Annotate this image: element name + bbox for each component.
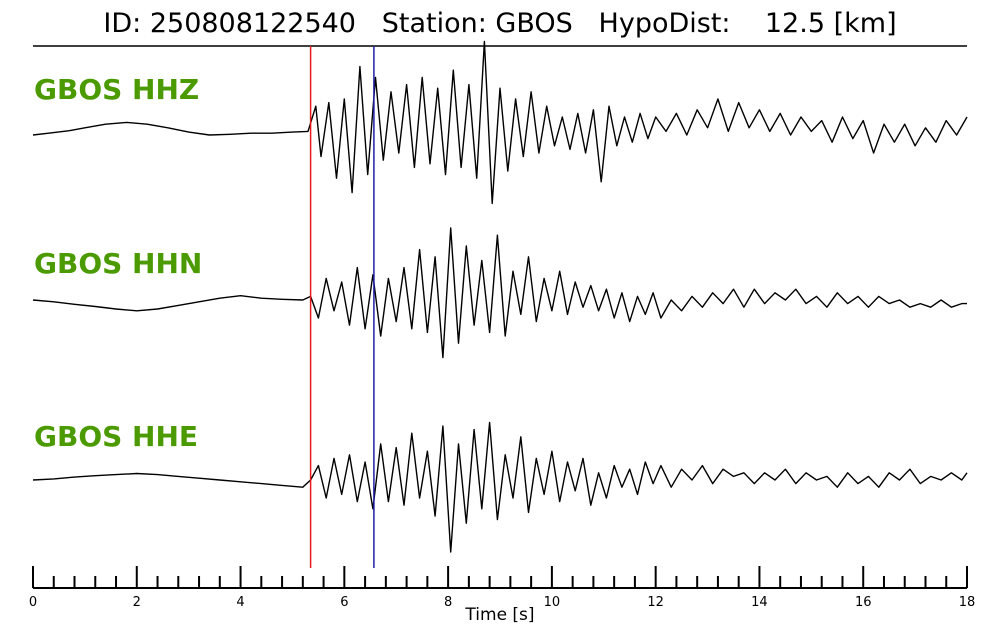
trace-gbos-hhn (32, 227, 967, 359)
x-tick-label: 10 (544, 595, 561, 610)
x-tick-label: 18 (959, 595, 976, 610)
title-dist-value: 12.5 (764, 8, 825, 39)
x-tick-label: 16 (855, 595, 872, 610)
title-station-label: Station: (381, 8, 487, 39)
x-tick-label: 14 (751, 595, 768, 610)
trace-label-hhn: GBOS HHN (34, 247, 203, 280)
x-tick-label: 0 (29, 595, 37, 610)
trace-gbos-hhz (32, 40, 968, 205)
x-tick-label: 8 (444, 595, 452, 610)
chart-title: ID: 250808122540 Station: GBOS HypoDist:… (0, 8, 1000, 39)
time-axis: 0 2 4 6 8 10 12 14 16 18 (29, 566, 975, 610)
trace-label-hhe: GBOS HHE (34, 420, 199, 453)
x-tick-label: 4 (236, 595, 244, 610)
title-id-label: ID: (103, 8, 142, 39)
title-event-id: 250808122540 (149, 8, 356, 39)
title-station: GBOS (495, 8, 573, 39)
trace-group (32, 40, 968, 553)
trace-gbos-hhe (32, 421, 968, 553)
phase-marker-group (309, 46, 375, 568)
title-dist-label: HypoDist: (598, 8, 731, 39)
trace-label-hhz: GBOS HHZ (34, 73, 200, 106)
title-dist-unit: [km] (833, 8, 897, 39)
x-axis-label: Time [s] (465, 605, 535, 625)
x-tick-label: 12 (647, 595, 664, 610)
x-tick-label: 2 (133, 595, 141, 610)
x-tick-label: 6 (340, 595, 348, 610)
